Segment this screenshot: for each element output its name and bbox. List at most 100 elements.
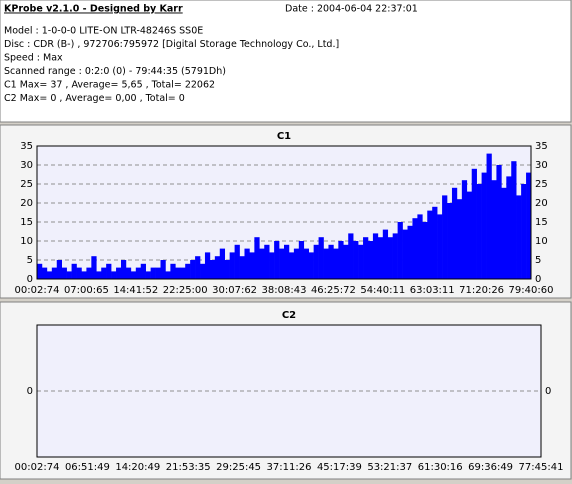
bar [526,172,532,279]
bar [259,248,265,279]
bar [195,256,201,279]
y2-tick-label: 20 [535,198,548,209]
y-tick-label: 5 [27,255,33,266]
bar [145,271,151,279]
bar [506,176,512,279]
bar [516,195,522,279]
y2-tick-label: 10 [535,236,548,247]
y2-tick-label: 35 [535,141,548,152]
bar [204,252,211,279]
bar [491,180,497,279]
x-tick-label: 37:11:26 [267,462,312,473]
y-tick-label: 35 [20,141,33,152]
y2-tick-label: 0 [545,386,551,397]
bar [214,256,221,279]
bar [160,260,166,279]
bar [333,248,339,279]
bar [481,172,487,279]
chart-title: C1 [277,131,291,142]
bar [382,229,389,279]
bar [111,271,117,279]
info-line: Scanned range : 0:2:0 (0) - 79:44:35 (57… [4,66,226,77]
bar [86,267,92,279]
bar [61,267,67,279]
x-tick-label: 53:21:37 [367,462,412,473]
x-tick-label: 45:17:39 [317,462,362,473]
bar [219,248,226,279]
x-tick-label: 00:02:74 [15,462,60,473]
bar [397,222,403,279]
y-tick-label: 20 [20,198,33,209]
bar [298,241,305,279]
bar [313,244,319,279]
x-tick-label: 61:30:16 [418,462,463,473]
bar [279,248,285,279]
bar [367,241,374,279]
bar [387,237,393,279]
bar [135,267,142,279]
bar [511,161,517,279]
info-line: Model : 1-0-0-0 LITE-ON LTR-48246S SS0E [4,26,203,37]
x-tick-label: 07:00:65 [64,285,109,296]
header-panel [0,0,572,123]
bar [377,237,384,279]
x-tick-label: 77:45:41 [519,462,564,473]
bar [471,168,477,279]
bar [239,256,245,279]
bar [229,252,235,279]
bar [284,244,290,279]
bar [372,233,379,279]
bar [496,165,502,279]
bar [155,267,161,279]
bar [461,180,468,279]
bar [343,244,349,279]
bar [170,263,176,279]
bar [264,244,270,279]
bar [427,210,433,279]
bar [209,260,216,279]
bar [125,267,132,279]
x-tick-label: 30:07:62 [212,285,257,296]
bar [328,244,334,279]
plot-border [36,324,542,458]
bar [521,184,527,279]
bar [96,271,102,279]
bar [303,248,309,279]
bar [165,271,171,279]
app-title: KProbe v2.1.0 - Designed by Karr [4,4,183,15]
bar [200,263,206,279]
info-line: C1 Max= 37 , Average= 5,65 , Total= 2206… [4,80,215,91]
bar [41,267,48,279]
bar [442,195,448,279]
y-tick-label: 0 [27,386,33,397]
bar [37,263,43,279]
bar [348,233,354,279]
info-line: Disc : CDR (B-) , 972706:795972 [Digital… [4,39,339,50]
bar [71,263,77,279]
bar [466,191,473,279]
bar [417,214,423,279]
bar [66,271,72,279]
bar [120,260,127,279]
chart-title: C2 [282,310,296,321]
bar [180,267,186,279]
bar [308,252,314,279]
bar [46,271,53,279]
x-tick-label: 38:08:43 [262,285,307,296]
bar [501,187,507,279]
bar [407,225,413,279]
x-tick-label: 69:36:49 [468,462,513,473]
bar [56,260,62,279]
x-tick-label: 71:20:26 [459,285,504,296]
bar [358,244,364,279]
plot-border [36,145,532,280]
scan-date: Date : 2004-06-04 22:37:01 [285,4,418,15]
x-tick-label: 54:40:11 [360,285,405,296]
bar [274,241,280,279]
bar [185,263,191,279]
bar [106,263,112,279]
bar [437,214,443,279]
x-tick-label: 63:03:11 [410,285,455,296]
